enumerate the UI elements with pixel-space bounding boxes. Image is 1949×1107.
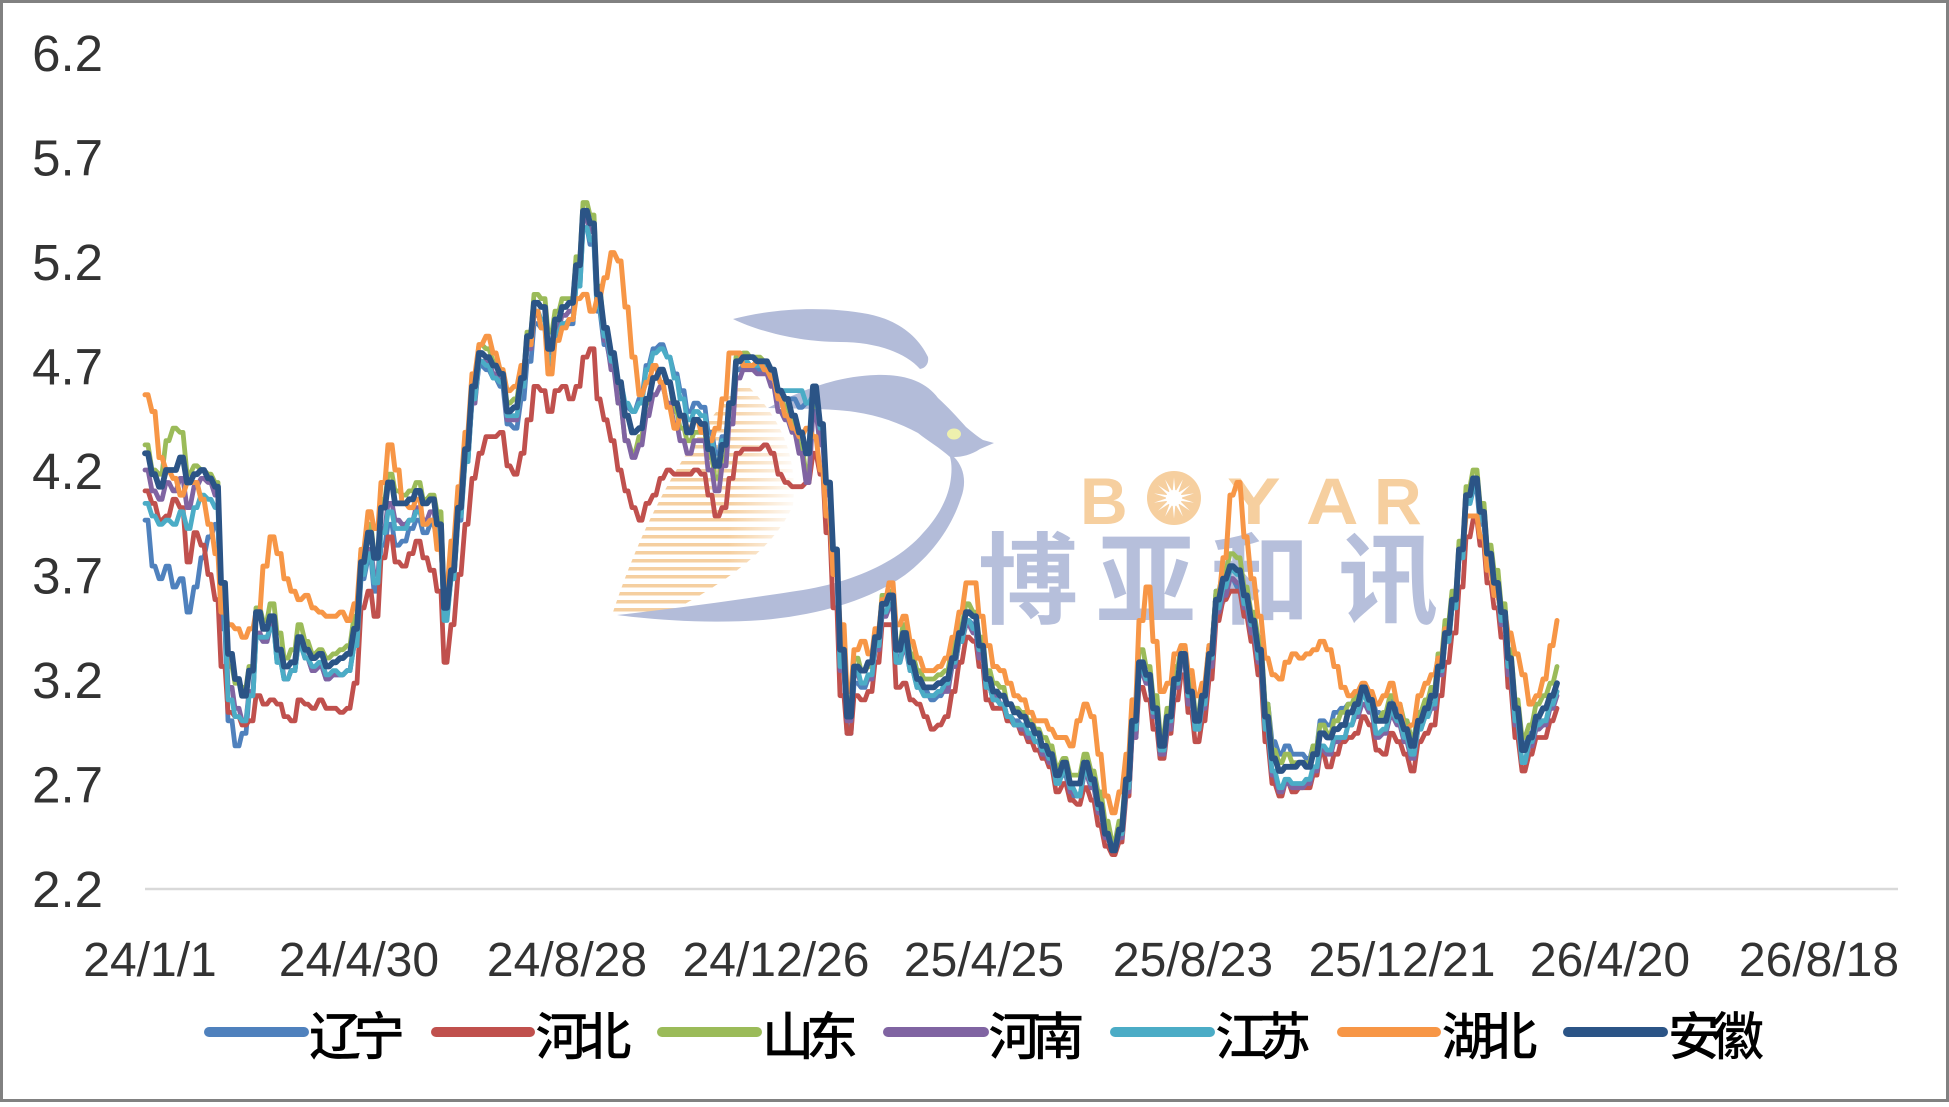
svg-text:4.7: 4.7 xyxy=(32,339,103,396)
svg-text:R: R xyxy=(1374,464,1422,538)
svg-text:3.7: 3.7 xyxy=(32,548,103,605)
svg-text:5.2: 5.2 xyxy=(32,234,103,291)
svg-text:26/4/20: 26/4/20 xyxy=(1530,934,1690,987)
svg-text:24/12/26: 24/12/26 xyxy=(683,934,870,987)
svg-text:5.7: 5.7 xyxy=(32,130,103,187)
svg-text:3.2: 3.2 xyxy=(32,652,103,709)
svg-text:25/8/23: 25/8/23 xyxy=(1113,934,1273,987)
svg-text:2.2: 2.2 xyxy=(32,861,103,918)
svg-text:24/4/30: 24/4/30 xyxy=(279,934,439,987)
svg-text:Y: Y xyxy=(1227,464,1281,538)
svg-text:25/4/25: 25/4/25 xyxy=(904,934,1064,987)
svg-text:B: B xyxy=(1080,464,1128,538)
svg-text:4.2: 4.2 xyxy=(32,443,103,500)
svg-text:2.7: 2.7 xyxy=(32,757,103,814)
svg-text:24/8/28: 24/8/28 xyxy=(487,934,647,987)
svg-text:6.2: 6.2 xyxy=(32,25,103,82)
svg-text:A: A xyxy=(1306,464,1358,538)
svg-text:25/12/21: 25/12/21 xyxy=(1309,934,1496,987)
svg-text:26/8/18: 26/8/18 xyxy=(1739,934,1899,987)
svg-text:24/1/1: 24/1/1 xyxy=(83,934,216,987)
